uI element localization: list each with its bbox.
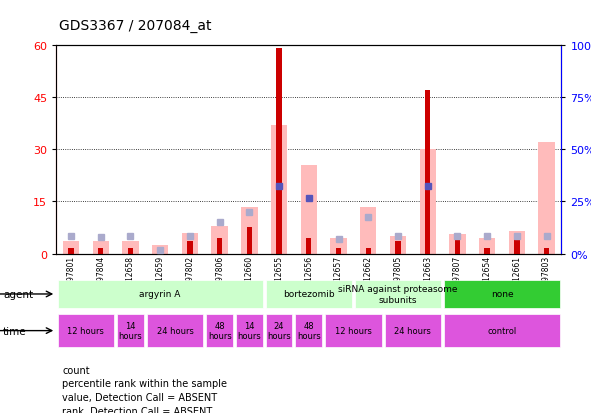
Bar — [444, 314, 560, 347]
Bar — [395, 242, 401, 254]
Bar — [217, 238, 222, 254]
Bar — [117, 314, 144, 347]
Bar — [544, 249, 549, 254]
Bar — [122, 242, 139, 254]
Bar — [485, 249, 490, 254]
Bar — [454, 238, 460, 254]
Text: percentile rank within the sample: percentile rank within the sample — [62, 378, 227, 388]
Bar — [385, 314, 441, 347]
Bar — [420, 150, 436, 254]
Bar — [93, 242, 109, 254]
Bar — [336, 249, 341, 254]
Bar — [330, 238, 347, 254]
Bar — [206, 314, 233, 347]
Text: value, Detection Call = ABSENT: value, Detection Call = ABSENT — [62, 392, 217, 402]
Bar — [509, 231, 525, 254]
Bar — [128, 249, 133, 254]
Bar — [325, 314, 382, 347]
Bar — [266, 280, 352, 309]
Bar — [69, 249, 74, 254]
Bar — [98, 249, 103, 254]
Bar — [479, 238, 495, 254]
Bar — [63, 242, 79, 254]
Bar — [355, 280, 441, 309]
Bar — [212, 226, 228, 254]
Text: none: none — [491, 290, 514, 299]
Text: time: time — [3, 326, 27, 336]
Bar — [366, 249, 371, 254]
Bar — [277, 49, 282, 254]
Bar — [241, 207, 258, 254]
Bar — [514, 238, 519, 254]
Text: GDS3367 / 207084_at: GDS3367 / 207084_at — [59, 19, 212, 33]
Text: 24 hours: 24 hours — [157, 326, 193, 335]
Text: rank, Detection Call = ABSENT: rank, Detection Call = ABSENT — [62, 406, 212, 413]
Bar — [147, 314, 203, 347]
Bar — [152, 245, 168, 254]
Text: bortezomib: bortezomib — [283, 290, 335, 299]
Bar — [425, 90, 430, 254]
Text: siRNA against proteasome
subunits: siRNA against proteasome subunits — [338, 285, 457, 304]
Bar — [246, 228, 252, 254]
Bar — [538, 143, 555, 254]
Bar — [236, 314, 263, 347]
Text: 14
hours: 14 hours — [238, 321, 261, 340]
Bar — [296, 314, 322, 347]
Bar — [271, 126, 287, 254]
Text: 14
hours: 14 hours — [119, 321, 142, 340]
Bar — [301, 165, 317, 254]
Bar — [390, 237, 406, 254]
Text: 48
hours: 48 hours — [208, 321, 232, 340]
Text: 48
hours: 48 hours — [297, 321, 321, 340]
Text: 12 hours: 12 hours — [67, 326, 104, 335]
Bar — [306, 238, 311, 254]
Bar — [187, 242, 193, 254]
Bar — [58, 280, 263, 309]
Bar — [58, 314, 114, 347]
Text: argyrin A: argyrin A — [139, 290, 181, 299]
Bar — [360, 207, 376, 254]
Text: agent: agent — [3, 289, 33, 299]
Bar — [444, 280, 560, 309]
Bar — [158, 249, 163, 254]
Text: control: control — [488, 326, 517, 335]
Text: 24
hours: 24 hours — [267, 321, 291, 340]
Bar — [449, 235, 466, 254]
Text: 12 hours: 12 hours — [335, 326, 372, 335]
Text: 24 hours: 24 hours — [394, 326, 431, 335]
Text: count: count — [62, 365, 90, 375]
Bar — [181, 233, 198, 254]
Bar — [266, 314, 293, 347]
